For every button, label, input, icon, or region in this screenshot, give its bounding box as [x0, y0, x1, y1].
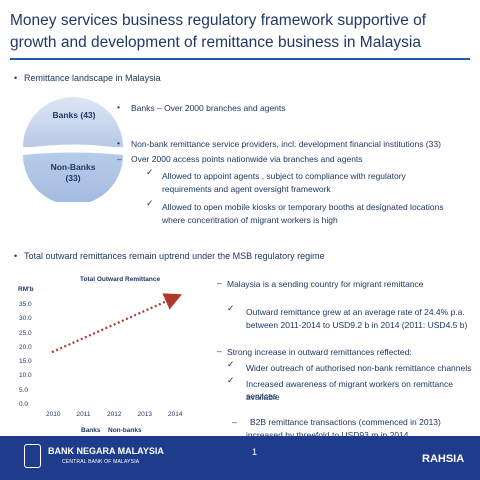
pie-label-banks: Banks (43)	[52, 110, 96, 120]
x-tick-label: 2010	[46, 411, 61, 418]
chart-title: Total Outward Remittance	[80, 276, 161, 283]
legend-nonbanks: Non-banks	[108, 427, 142, 434]
page-number: 1	[252, 447, 258, 457]
dash-marker: –	[217, 278, 222, 288]
agents-line-1: Allowed to appoint agents , subject to c…	[162, 171, 406, 181]
check-icon: ✓	[227, 375, 235, 385]
kiosks-line-1: Allowed to open mobile kiosks or tempora…	[162, 202, 444, 212]
bullet-remittance-landscape: • Remittance landscape in Malaysia	[14, 73, 161, 83]
legend-banks: Banks	[81, 427, 101, 434]
growth-line-2: between 2011-2014 to USD9.2 b in 2014 (2…	[246, 320, 468, 330]
dash-marker: –	[217, 346, 222, 356]
bank-name: BANK NEGARA MALAYSIA	[48, 446, 164, 456]
nonbank-description: Non-bank remittance service providers, i…	[131, 139, 441, 149]
x-tick-label: 2014	[168, 411, 183, 418]
y-tick-label: 15.0	[19, 358, 32, 366]
pie-label-nonbanks: Non-Banks (33)	[50, 162, 96, 183]
banks-nonbanks-pie	[22, 97, 124, 202]
banks-description: Banks – Over 2000 branches and agents	[131, 103, 286, 113]
y-tick-label: 25.0	[19, 329, 32, 337]
y-tick-label: 30.0	[19, 315, 32, 323]
dash-marker: –	[232, 417, 237, 427]
title-divider	[10, 58, 470, 60]
check-icon: ✓	[227, 303, 235, 313]
bullet-dot: •	[117, 138, 120, 148]
sending-country-text: Malaysia is a sending country for migran…	[227, 279, 424, 289]
kiosks-line-2: where concentration of migrant workers i…	[162, 215, 338, 225]
x-tick-label: 2011	[76, 411, 91, 418]
chart-y-axis-label: RM'b	[18, 286, 34, 293]
wider-outreach-text: Wider outreach of authorised non-bank re…	[246, 363, 472, 373]
y-tick-label: 35.0	[19, 301, 32, 308]
y-tick-label: 5.0	[19, 386, 29, 394]
strong-increase-text: Strong increase in outward remittances r…	[227, 347, 412, 357]
trend-arrow	[51, 293, 183, 354]
bank-subtitle: CENTRAL BANK OF MALAYSIA	[62, 459, 140, 465]
dash-marker: –	[117, 154, 122, 164]
pie-slice-nonbanks	[23, 152, 123, 202]
b2b-line-1: B2B remittance transactions (commenced i…	[250, 417, 441, 427]
bnm-logo-icon	[24, 444, 41, 468]
awareness-line-1: Increased awareness of migrant workers o…	[246, 379, 453, 401]
awareness-line-2: available	[246, 392, 280, 402]
footer-bar	[0, 436, 480, 480]
access-points-text: Over 2000 access points nationwide via b…	[131, 154, 363, 164]
x-tick-label: 2012	[107, 411, 122, 418]
check-icon: ✓	[227, 359, 235, 369]
y-tick-label: 10.0	[19, 372, 32, 380]
pie-slice-banks	[23, 97, 123, 147]
x-tick-label: 2013	[137, 411, 152, 418]
bullet-outward-remittances: • Total outward remittances remain uptren…	[14, 251, 325, 261]
check-icon: ✓	[146, 198, 154, 208]
y-tick-label: 20.0	[19, 343, 32, 351]
classification-label: RAHSIA	[422, 453, 465, 465]
agents-line-2: requirements and agent oversight framewo…	[162, 184, 331, 194]
check-icon: ✓	[146, 167, 154, 177]
bullet-dot: •	[117, 102, 120, 112]
b2b-line-2: increased by threefold to USD93 m in 201…	[246, 430, 409, 440]
slide-title: Money services business regulatory frame…	[10, 12, 427, 51]
growth-line-1: Outward remittance grew at an average ra…	[246, 307, 465, 317]
y-tick-label: 0.0	[19, 401, 29, 408]
